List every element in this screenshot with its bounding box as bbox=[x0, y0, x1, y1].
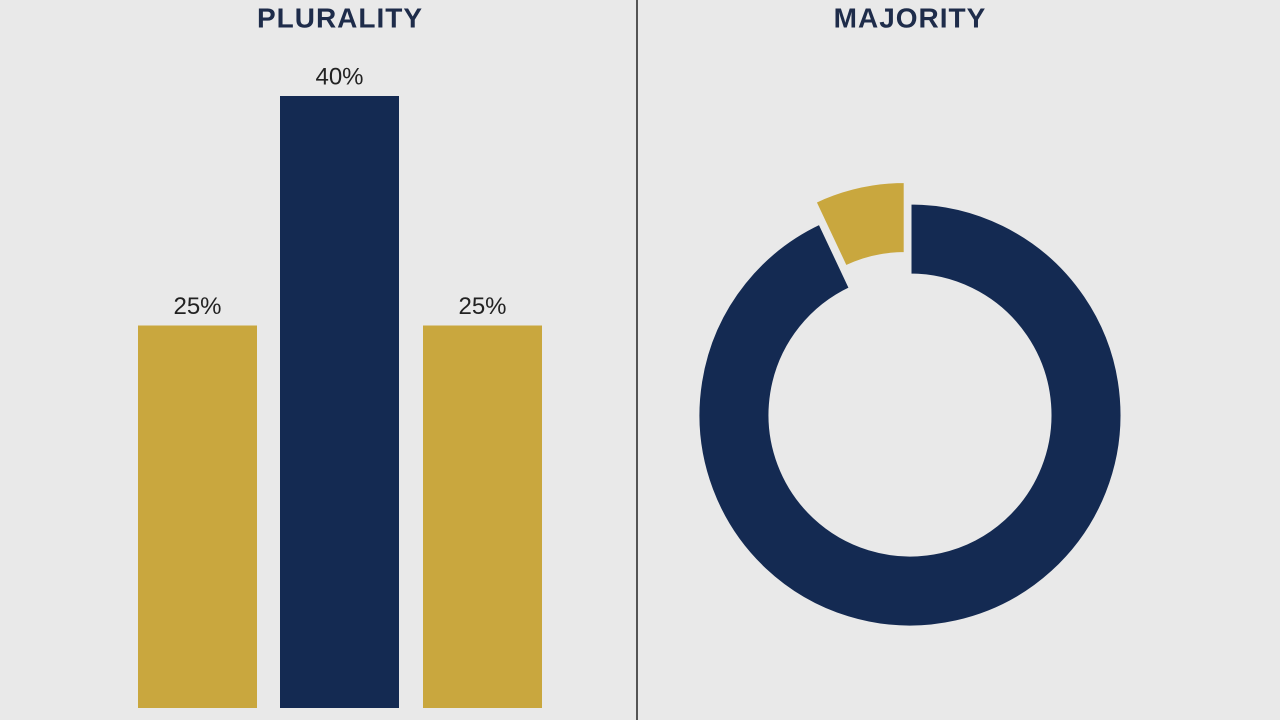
data-label: 25% bbox=[173, 293, 221, 320]
chart-title: MAJORITY bbox=[834, 2, 987, 33]
bar bbox=[138, 325, 257, 708]
donut-slice bbox=[812, 180, 907, 269]
bar bbox=[280, 96, 399, 708]
bar bbox=[423, 325, 542, 708]
chart-title: PLURALITY bbox=[257, 2, 423, 33]
donut-slice bbox=[696, 201, 1124, 629]
data-label: 40% bbox=[315, 63, 363, 90]
data-label: 25% bbox=[458, 293, 506, 320]
